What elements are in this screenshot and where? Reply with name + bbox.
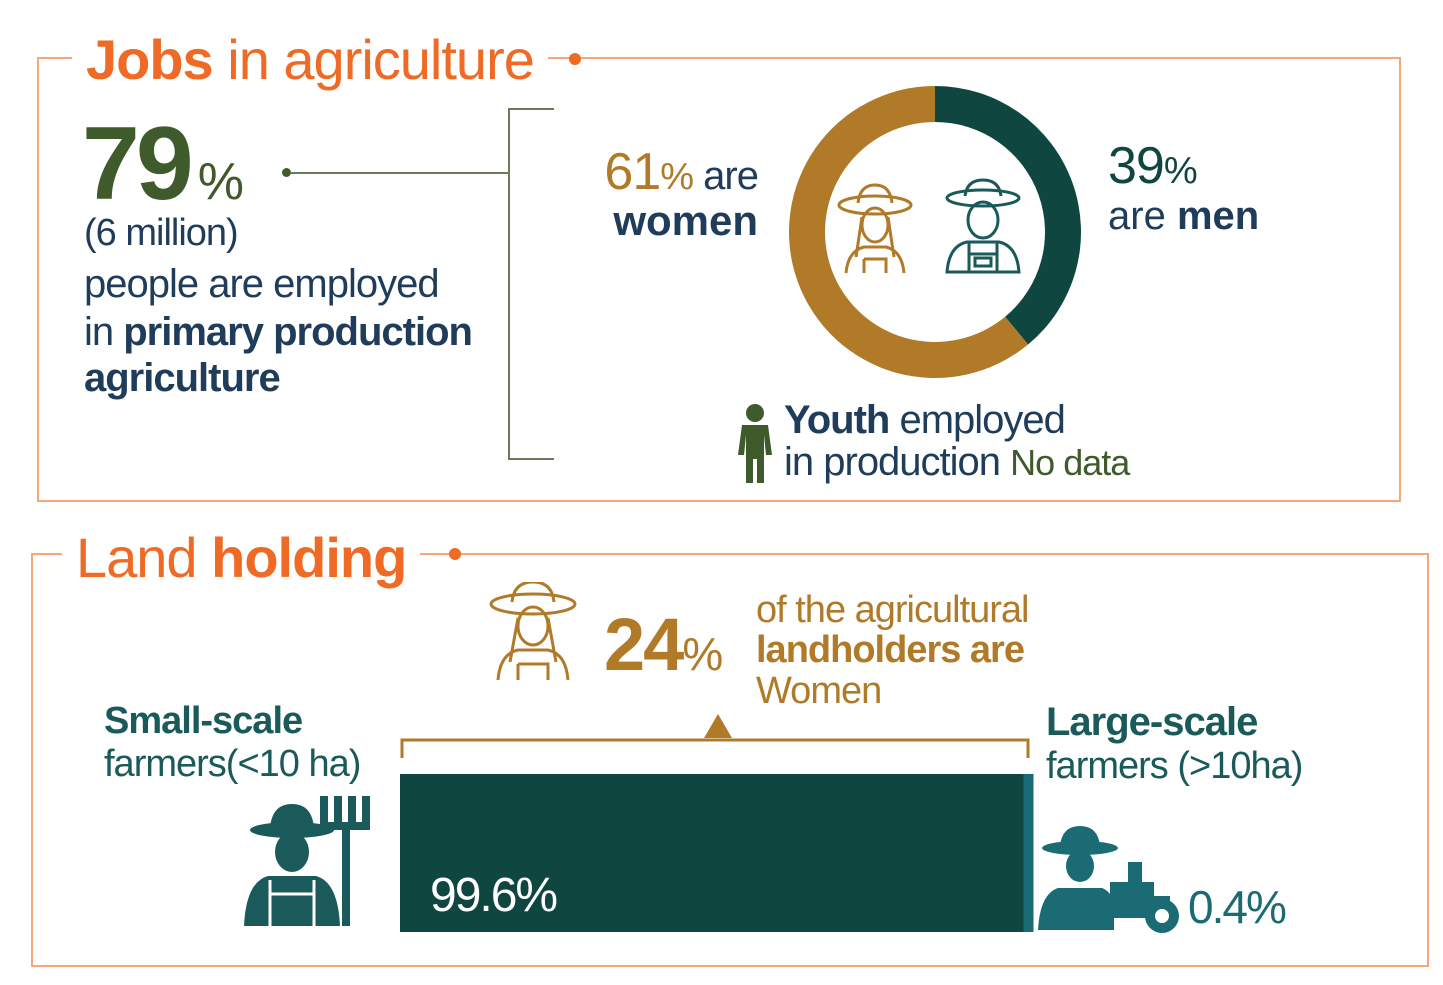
jobs-title-dot xyxy=(569,53,581,65)
employment-percent-value: 79 xyxy=(82,106,194,222)
bracket-bottom xyxy=(508,458,554,460)
youth-line2: in production No data xyxy=(784,440,1130,484)
women-landholder-text: of the agricultural landholders are Wome… xyxy=(756,590,1029,711)
connector-dot xyxy=(282,168,291,177)
women-landholder-line2: landholders are xyxy=(756,629,1025,672)
youth-line1: Youth employed xyxy=(784,398,1066,442)
man-farmer-icon xyxy=(945,178,1021,274)
employment-percent: 79% xyxy=(82,112,244,216)
woman-farmer-icon xyxy=(837,183,913,274)
small-scale-line1: Small-scale xyxy=(104,700,303,742)
jobs-title-rest: in agriculture xyxy=(212,28,535,91)
small-scale-label: Small-scale farmers(<10 ha) xyxy=(104,700,361,785)
bracket-vertical xyxy=(508,108,510,460)
women-share-value: 61 xyxy=(604,143,661,201)
employment-desc-line3: agriculture xyxy=(84,356,281,400)
youth-person-icon xyxy=(738,404,772,483)
jobs-section-title: Jobs in agriculture xyxy=(72,28,548,91)
youth-bold: Youth xyxy=(784,398,890,442)
woman-farmer-icon xyxy=(489,582,577,681)
employment-count: (6 million) xyxy=(84,212,239,254)
bracket-pointer xyxy=(704,714,732,738)
large-scale-line2: farmers (>10ha) xyxy=(1046,744,1303,787)
connector-line xyxy=(290,172,510,174)
donut-slice-women xyxy=(789,86,1029,378)
farmer-rake-icon xyxy=(244,796,370,926)
land-title-bold: holding xyxy=(211,526,407,589)
employment-desc-line2-plain: in xyxy=(84,310,124,354)
youth-no-data: No data xyxy=(1010,442,1130,483)
women-share-are: are xyxy=(693,154,759,198)
bracket-top xyxy=(508,108,554,110)
land-section-title: Land holding xyxy=(62,526,421,589)
employment-desc-line1: people are employed xyxy=(84,262,440,306)
bar-large-scale xyxy=(1023,774,1034,932)
donut-slice-men xyxy=(935,86,1081,345)
land-section-frame xyxy=(31,553,1429,967)
landholding-bar-chart xyxy=(400,714,1034,932)
large-scale-label: Large-scale farmers (>10ha) xyxy=(1046,700,1303,787)
land-title-plain: Land xyxy=(76,526,212,589)
women-landholder-sign: % xyxy=(682,628,724,680)
women-share-word: women xyxy=(613,197,758,244)
bracket xyxy=(400,738,1030,758)
men-share-word: men xyxy=(1176,194,1260,238)
farmer-tractor-icon xyxy=(1038,826,1179,933)
men-share-label: 39% are men xyxy=(1108,140,1259,236)
employment-percent-sign: % xyxy=(197,153,244,211)
jobs-title-bold: Jobs xyxy=(86,28,214,91)
small-scale-line2: farmers(<10 ha) xyxy=(104,742,361,785)
small-scale-value-label: 99.6% xyxy=(430,869,558,922)
women-landholder-value: 24 xyxy=(604,603,684,686)
women-landholder-percent: 24% xyxy=(604,608,723,682)
large-scale-line1: Large-scale xyxy=(1046,700,1258,744)
youth-rest: employed xyxy=(889,398,1065,442)
women-share-sign: % xyxy=(660,156,694,198)
bar-small-scale xyxy=(400,774,1024,932)
women-landholder-line3: Women xyxy=(756,669,882,712)
men-share-are: are xyxy=(1108,194,1177,238)
land-title-dot xyxy=(449,548,461,560)
youth-production: in production xyxy=(784,440,1001,484)
jobs-section-frame xyxy=(37,57,1401,502)
men-share-sign: % xyxy=(1163,150,1198,192)
gender-donut-chart xyxy=(789,86,1081,378)
employment-desc-line2-bold: primary production xyxy=(123,310,473,354)
women-share-label: 61% are women xyxy=(580,143,759,244)
men-share-value: 39 xyxy=(1108,137,1165,195)
large-scale-value-label: 0.4% xyxy=(1188,881,1287,933)
employment-desc-line2: in primary production xyxy=(84,310,473,354)
women-landholder-line1: of the agricultural xyxy=(756,589,1029,631)
